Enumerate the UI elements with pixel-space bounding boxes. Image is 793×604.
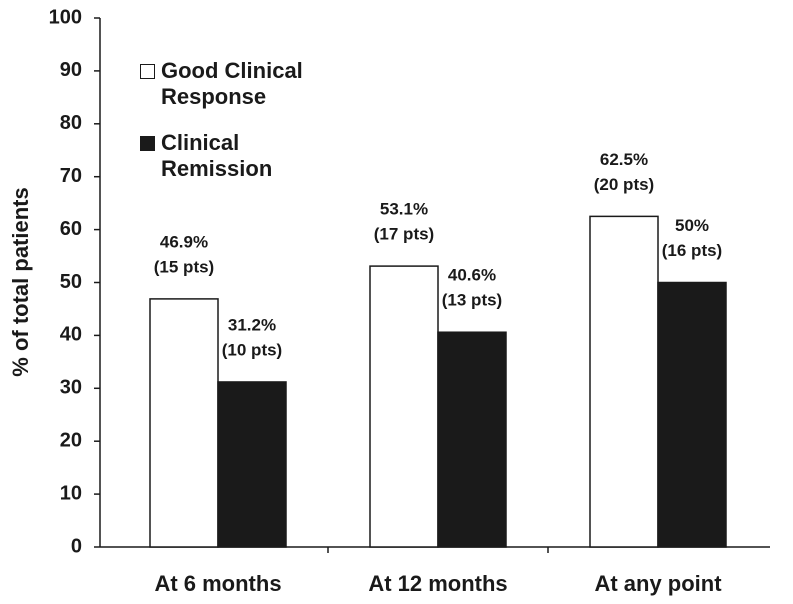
value-label: 62.5% bbox=[600, 150, 648, 169]
y-tick-label: 90 bbox=[60, 59, 82, 81]
y-tick-label: 20 bbox=[60, 429, 82, 451]
bar bbox=[589, 215, 659, 548]
count-label: (10 pts) bbox=[222, 340, 282, 359]
bar bbox=[217, 381, 287, 548]
y-tick-label: 30 bbox=[60, 377, 82, 399]
y-axis-title: % of total patients bbox=[8, 187, 33, 376]
y-tick-label: 50 bbox=[60, 271, 82, 293]
x-tick-label: At any point bbox=[594, 571, 722, 596]
legend-item: Clinical Remission bbox=[140, 130, 351, 182]
value-label: 40.6% bbox=[448, 266, 496, 285]
bar bbox=[437, 331, 507, 548]
value-label: 31.2% bbox=[228, 315, 276, 334]
legend-label: Good Clinical Response bbox=[161, 58, 303, 109]
legend-label: Clinical Remission bbox=[161, 130, 273, 181]
count-label: (13 pts) bbox=[442, 291, 502, 310]
y-tick-label: 10 bbox=[60, 482, 82, 504]
bar bbox=[369, 265, 439, 548]
y-tick-label: 0 bbox=[71, 535, 82, 557]
count-label: (16 pts) bbox=[662, 241, 722, 260]
legend-swatch bbox=[140, 64, 155, 79]
count-label: (20 pts) bbox=[594, 175, 654, 194]
bar bbox=[149, 298, 219, 548]
x-tick-label: At 6 months bbox=[154, 571, 281, 596]
value-label: 53.1% bbox=[380, 200, 428, 219]
count-label: (15 pts) bbox=[154, 257, 214, 276]
value-label: 50% bbox=[675, 216, 709, 235]
x-tick-label: At 12 months bbox=[368, 571, 507, 596]
legend-swatch bbox=[140, 136, 155, 151]
y-tick-label: 70 bbox=[60, 165, 82, 187]
y-tick-label: 60 bbox=[60, 218, 82, 240]
y-tick-label: 40 bbox=[60, 324, 82, 346]
y-tick-label: 100 bbox=[49, 6, 82, 28]
bar bbox=[657, 281, 727, 548]
count-label: (17 pts) bbox=[374, 225, 434, 244]
legend-item: Good Clinical Response bbox=[140, 58, 351, 110]
value-label: 46.9% bbox=[160, 232, 208, 251]
y-tick-label: 80 bbox=[60, 112, 82, 134]
